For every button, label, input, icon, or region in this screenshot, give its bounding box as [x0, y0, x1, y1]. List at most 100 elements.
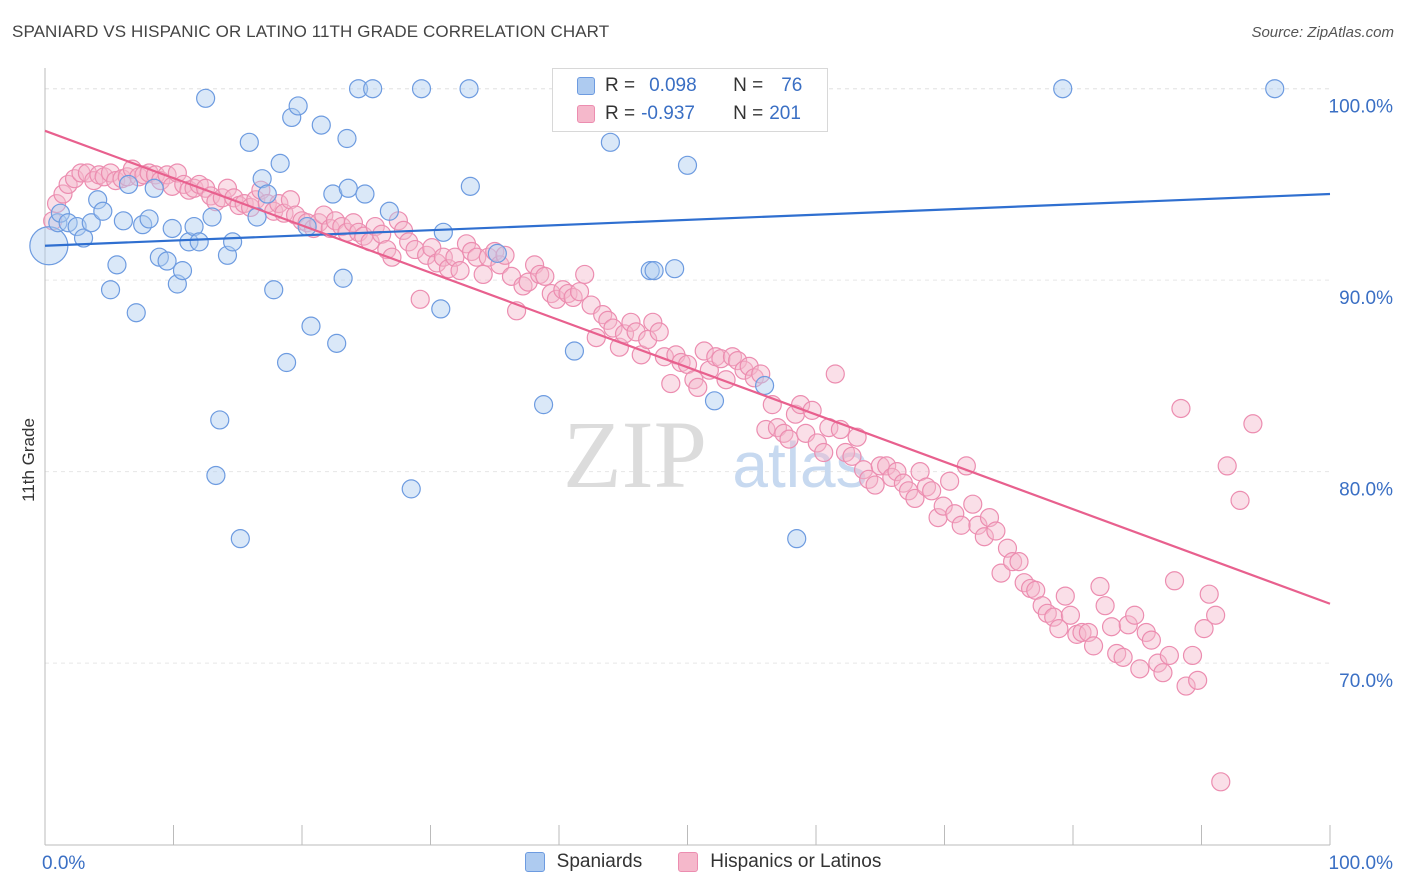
- point-hispanics: [546, 289, 567, 309]
- point-hispanics: [968, 515, 988, 535]
- point-spaniards: [196, 88, 216, 108]
- point-hispanics: [462, 241, 482, 262]
- trend-lines: [44, 129, 1331, 605]
- point-hispanics: [974, 527, 994, 547]
- point-spaniards: [210, 410, 230, 430]
- point-spaniards: [355, 184, 375, 204]
- point-hispanics: [553, 280, 573, 300]
- point-spaniards: [533, 395, 554, 415]
- watermark-zip: ZIP: [563, 401, 707, 508]
- point-hispanics: [343, 213, 363, 233]
- point-spaniards: [311, 115, 331, 135]
- point-hispanics: [1083, 636, 1104, 656]
- point-hispanics: [1141, 630, 1161, 650]
- point-spaniards: [206, 465, 226, 486]
- y-tick-label: 70.0%: [1339, 671, 1393, 692]
- point-spaniards: [50, 203, 71, 223]
- point-spaniards: [665, 259, 685, 279]
- point-hispanics: [365, 216, 385, 237]
- point-spaniards: [363, 79, 383, 99]
- point-hispanics: [1217, 456, 1237, 476]
- point-hispanics: [1125, 605, 1145, 625]
- legend-r-label: R =: [605, 103, 636, 124]
- point-spaniards: [202, 207, 222, 227]
- x-tick-label-min: 0.0%: [42, 853, 85, 874]
- point-spaniards: [431, 299, 451, 319]
- legend-n-label: N =: [733, 103, 764, 124]
- legend-r-value: 0.098: [649, 75, 697, 96]
- point-spaniards: [107, 255, 127, 275]
- point-hispanics: [940, 471, 960, 491]
- legend-n-label: N =: [733, 75, 764, 96]
- point-hispanics: [1101, 617, 1122, 637]
- point-spaniards: [787, 529, 807, 549]
- point-hispanics: [774, 423, 794, 443]
- point-hispanics: [728, 350, 748, 371]
- point-hispanics: [405, 239, 425, 260]
- point-spaniards: [144, 178, 164, 198]
- trend-line-hispanics: [44, 129, 1331, 605]
- point-spaniards: [184, 216, 204, 237]
- point-hispanics: [887, 462, 907, 482]
- legend-swatch-hispanics: [678, 852, 699, 872]
- point-spaniards: [276, 352, 297, 373]
- legend-n-value: 201: [769, 103, 801, 124]
- point-hispanics: [621, 312, 641, 332]
- point-hispanics: [933, 496, 953, 516]
- point-hispanics: [473, 264, 493, 285]
- legend-item-hispanics: Hispanics or Latinos: [678, 851, 881, 873]
- point-hispanics: [922, 481, 942, 501]
- point-hispanics: [467, 247, 487, 267]
- legend-label-hispanics: Hispanics or Latinos: [710, 851, 882, 872]
- point-spaniards: [157, 251, 177, 271]
- point-spaniards: [379, 201, 399, 221]
- y-tick-label: 80.0%: [1339, 480, 1393, 501]
- point-spaniards: [88, 190, 108, 210]
- x-tick-label-max: 100.0%: [1329, 853, 1394, 874]
- point-hispanics: [1148, 653, 1168, 673]
- point-hispanics: [569, 282, 590, 302]
- point-hispanics: [638, 329, 658, 350]
- point-spaniards: [223, 232, 243, 252]
- point-spaniards: [401, 479, 421, 499]
- point-hispanics: [1230, 490, 1250, 510]
- point-spaniards: [67, 216, 87, 237]
- point-hispanics: [1072, 622, 1092, 643]
- point-hispanics: [495, 245, 515, 265]
- y-axis-label: 11th Grade: [19, 418, 38, 502]
- point-hispanics: [1171, 398, 1191, 419]
- tick-labels: 70.0% 80.0% 90.0% 100.0% 0.0% 100.0%: [42, 97, 1393, 874]
- point-spaniards: [73, 228, 94, 248]
- point-hispanics: [643, 312, 663, 332]
- point-hispanics: [450, 261, 470, 281]
- point-spaniards: [162, 218, 182, 239]
- point-spaniards: [126, 303, 146, 323]
- point-hispanics: [688, 377, 708, 398]
- point-spaniards: [113, 211, 133, 231]
- point-spaniards: [239, 132, 259, 152]
- y-tick-label: 100.0%: [1329, 97, 1394, 118]
- point-spaniards: [252, 169, 272, 189]
- y-tick-label: 90.0%: [1339, 288, 1393, 309]
- point-hispanics: [842, 446, 862, 466]
- point-hispanics: [513, 276, 533, 296]
- point-spaniards: [230, 529, 250, 549]
- point-hispanics: [814, 442, 834, 463]
- legend-r-value: -0.937: [641, 103, 695, 124]
- point-hispanics: [575, 264, 595, 285]
- legend-n-value: 76: [781, 75, 803, 96]
- point-hispanics: [779, 429, 799, 449]
- trend-line-spaniards: [44, 192, 1331, 247]
- point-spaniards: [100, 280, 121, 300]
- point-hispanics: [945, 504, 965, 524]
- point-hispanics: [694, 341, 714, 361]
- point-hispanics: [649, 322, 669, 342]
- point-hispanics: [1113, 647, 1133, 667]
- point-hispanics: [490, 255, 510, 275]
- point-hispanics: [951, 515, 971, 535]
- point-hispanics: [84, 171, 104, 191]
- point-spaniards: [487, 243, 507, 263]
- point-spaniards: [270, 153, 290, 173]
- point-spaniards: [564, 341, 585, 361]
